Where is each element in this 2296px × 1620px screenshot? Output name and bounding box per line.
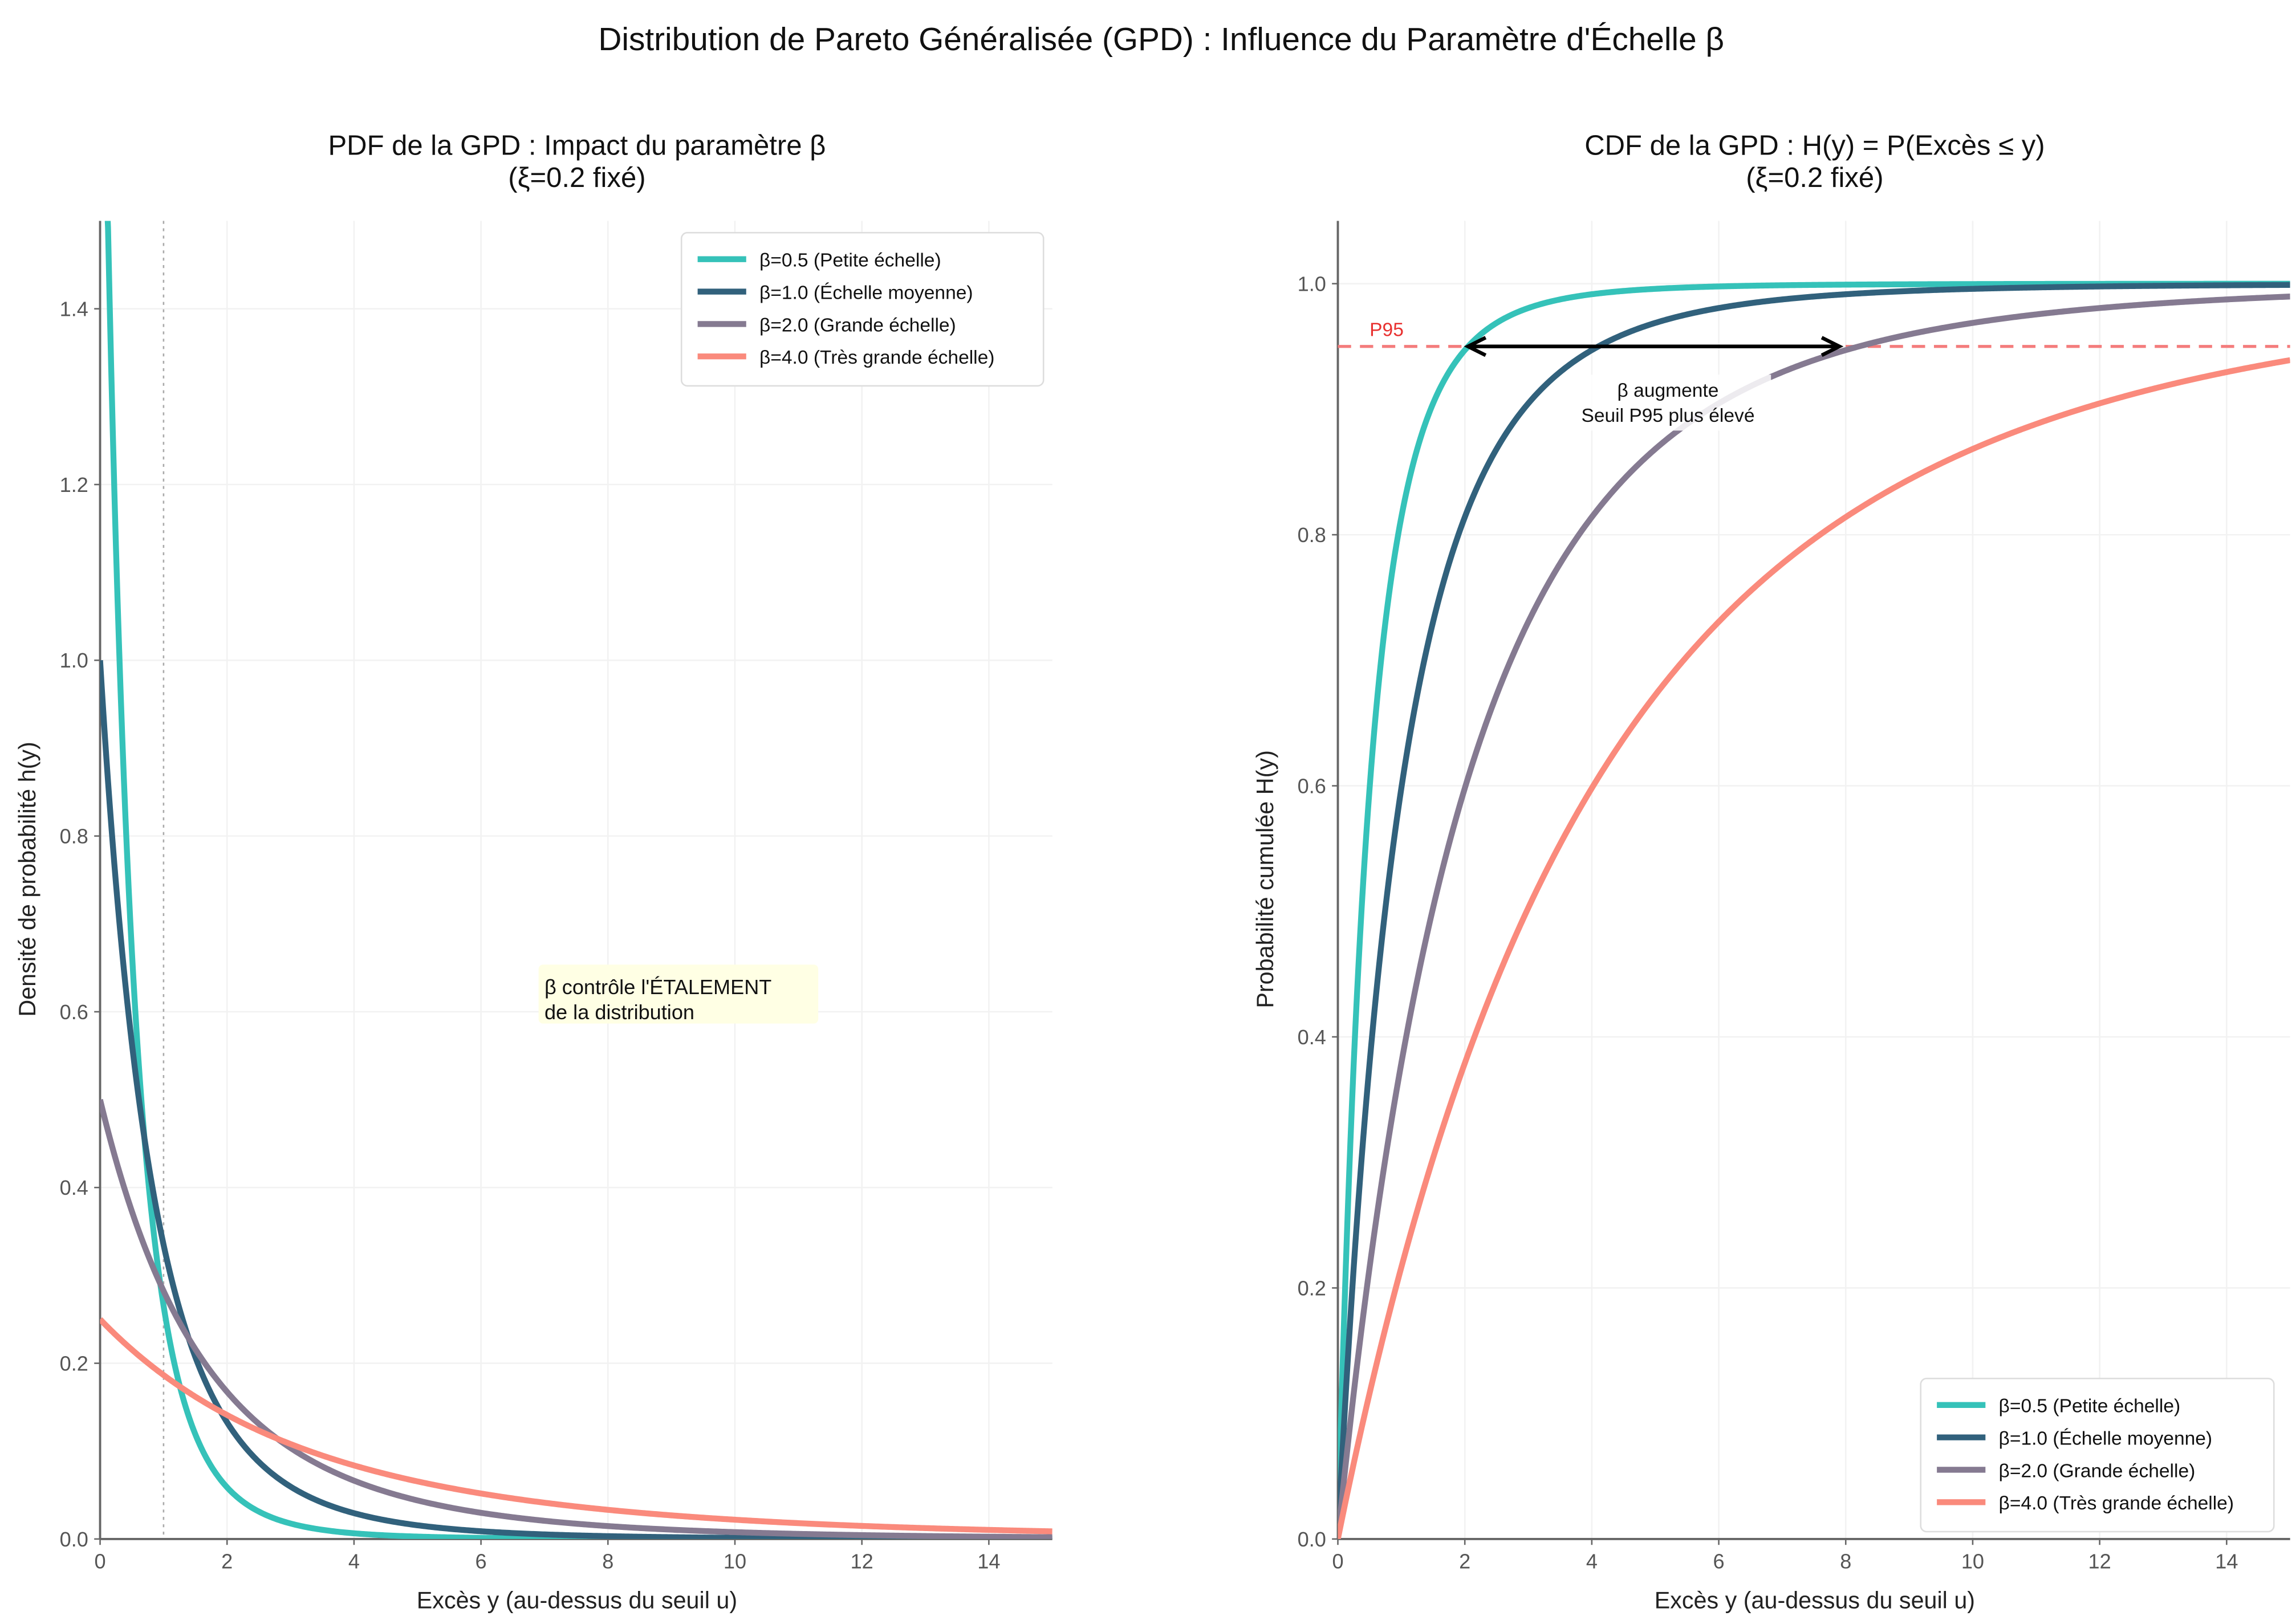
y-tick-label: 1.4 — [60, 298, 88, 321]
y-tick-label: 0.0 — [1298, 1528, 1326, 1551]
x-tick-label: 8 — [602, 1550, 613, 1573]
pdf-xlabel: Excès y (au-dessus du seuil u) — [417, 1587, 737, 1613]
x-tick-label: 10 — [1961, 1550, 1984, 1573]
cdf-title: CDF de la GPD : H(y) = P(Excès ≤ y) — [1584, 130, 2045, 161]
y-tick-label: 0.4 — [60, 1176, 88, 1199]
series-line — [100, 1317, 1052, 1534]
y-tick-label: 0.2 — [60, 1352, 88, 1375]
y-tick-label: 1.2 — [60, 473, 88, 496]
annotation-line: de la distribution — [544, 1000, 694, 1024]
arrow-head-left — [1464, 336, 1487, 357]
y-tick-label: 0.6 — [60, 1000, 88, 1024]
legend-entry: β=0.5 (Petite échelle) — [1999, 1396, 2181, 1417]
x-tick-label: 12 — [2088, 1550, 2111, 1573]
y-tick-label: 1.0 — [1298, 272, 1326, 296]
y-tick-label: 0.8 — [1298, 523, 1326, 547]
x-tick-label: 14 — [977, 1550, 1000, 1573]
y-tick-label: 0.6 — [1298, 774, 1326, 797]
x-tick-label: 8 — [1840, 1550, 1851, 1573]
y-tick-label: 0.2 — [1298, 1276, 1326, 1300]
series-line — [1338, 357, 2290, 1539]
series-line — [100, 1098, 1052, 1539]
x-tick-label: 10 — [724, 1550, 746, 1573]
x-tick-label: 6 — [476, 1550, 487, 1573]
series-line — [1338, 294, 2290, 1539]
pdf-ylabel: Densité de probabilité h(y) — [14, 742, 40, 1016]
figure-title: Distribution de Pareto Généralisée (GPD)… — [598, 22, 1724, 58]
pdf-subtitle: (ξ=0.2 fixé) — [508, 162, 645, 193]
series-line — [104, 221, 1052, 1539]
legend-entry: β=0.5 (Petite échelle) — [759, 250, 941, 271]
annotation-line: Seuil P95 plus élevé — [1581, 405, 1754, 426]
pdf-chart: PDF de la GPD : Impact du paramètre β (ξ… — [14, 130, 1052, 1613]
arrow-head-right — [1820, 336, 1844, 357]
legend-entry: β=4.0 (Très grande échelle) — [1999, 1493, 2234, 1514]
x-tick-label: 4 — [348, 1550, 360, 1573]
legend-entry: β=2.0 (Grande échelle) — [1999, 1460, 2196, 1481]
cdf-xlabel: Excès y (au-dessus du seuil u) — [1655, 1587, 1975, 1613]
legend-entry: β=2.0 (Grande échelle) — [759, 315, 956, 336]
y-tick-label: 0.0 — [60, 1528, 88, 1551]
annotation-line: β augmente — [1618, 380, 1719, 401]
cdf-chart: CDF de la GPD : H(y) = P(Excès ≤ y) (ξ=0… — [1252, 130, 2290, 1613]
legend-entry: β=1.0 (Échelle moyenne) — [759, 282, 973, 303]
legend-entry: β=4.0 (Très grande échelle) — [759, 347, 994, 368]
annotation-box — [1564, 375, 1771, 431]
x-tick-label: 14 — [2215, 1550, 2238, 1573]
legend — [1920, 1377, 2275, 1533]
annotation-box — [538, 964, 819, 1024]
cdf-ylabel: Probabilité cumulée H(y) — [1252, 750, 1278, 1008]
x-tick-label: 0 — [1332, 1550, 1343, 1573]
x-tick-label: 6 — [1713, 1550, 1725, 1573]
x-tick-label: 4 — [1586, 1550, 1598, 1573]
x-tick-label: 2 — [221, 1550, 233, 1573]
pdf-title: PDF de la GPD : Impact du paramètre β — [328, 130, 826, 161]
series-line — [1338, 282, 2290, 1539]
x-tick-label: 12 — [851, 1550, 873, 1573]
legend-entry: β=1.0 (Échelle moyenne) — [1999, 1428, 2213, 1450]
y-tick-label: 1.0 — [60, 649, 88, 672]
series-line — [1338, 280, 2290, 1539]
y-tick-label: 0.8 — [60, 825, 88, 848]
x-tick-label: 0 — [94, 1550, 105, 1573]
cdf-subtitle: (ξ=0.2 fixé) — [1746, 162, 1883, 193]
annotation-line: β contrôle l'ÉTALEMENT — [544, 975, 771, 999]
x-tick-label: 2 — [1459, 1550, 1470, 1573]
y-tick-label: 0.4 — [1298, 1025, 1326, 1049]
legend — [680, 231, 1045, 387]
p95-label: P95 — [1370, 320, 1404, 341]
